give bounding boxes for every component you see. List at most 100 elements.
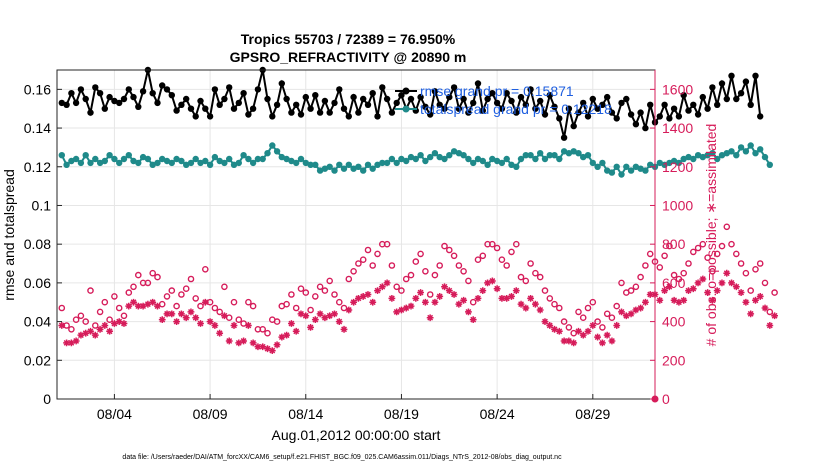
series-point bbox=[226, 84, 233, 91]
series-point bbox=[125, 86, 132, 93]
series-point bbox=[106, 93, 113, 101]
right-axis: 0 200 400 600 800 1000 1200 1400 1600 bbox=[650, 70, 693, 407]
series-point bbox=[589, 95, 596, 103]
legend-spread-label: totalspread grand pr = 0.12218 bbox=[420, 101, 612, 117]
assimilated-obs-point bbox=[144, 300, 152, 308]
assimilated-obs-point bbox=[221, 312, 228, 320]
series-point bbox=[470, 159, 477, 167]
series-point bbox=[680, 92, 687, 99]
series-point bbox=[226, 155, 233, 163]
y2-tick-label: 1600 bbox=[662, 81, 693, 97]
series-point bbox=[206, 113, 214, 120]
assimilated-obs-point bbox=[436, 293, 444, 300]
series-point bbox=[293, 159, 300, 167]
legend-rmse-label: rmse grand pr = 0.15871 bbox=[420, 83, 574, 99]
assimilated-obs-point bbox=[426, 314, 434, 322]
series-point bbox=[326, 109, 333, 116]
x-tick-label: 08/24 bbox=[480, 406, 515, 422]
series-point bbox=[704, 152, 711, 159]
series-point bbox=[92, 84, 99, 91]
series-point bbox=[249, 159, 257, 167]
series-line bbox=[58, 142, 773, 178]
series-point bbox=[498, 159, 506, 167]
assimilated-obs-point bbox=[345, 306, 353, 314]
series-point bbox=[733, 95, 740, 103]
assimilated-obs-point bbox=[637, 304, 645, 312]
possible-obs-point bbox=[77, 312, 85, 320]
assimilated-obs-point bbox=[493, 285, 501, 293]
series-point bbox=[173, 155, 180, 163]
assimilated-obs-point bbox=[393, 308, 401, 316]
series-point bbox=[642, 124, 649, 132]
series-point bbox=[541, 155, 549, 163]
assimilated-obs-point bbox=[398, 306, 405, 314]
series-layer bbox=[58, 66, 778, 355]
possible-obs-point bbox=[134, 271, 142, 279]
possible-obs-point bbox=[603, 310, 611, 318]
assimilated-obs-point bbox=[709, 296, 716, 304]
assimilated-obs-point bbox=[565, 337, 573, 345]
possible-obs-point bbox=[326, 277, 334, 285]
possible-obs-point bbox=[584, 304, 592, 312]
assimilated-obs-point bbox=[508, 293, 515, 300]
series-point bbox=[417, 152, 424, 159]
series-point bbox=[728, 148, 735, 155]
series-point bbox=[427, 111, 434, 118]
possible-obs-point bbox=[565, 324, 573, 331]
x-tick-label: 08/19 bbox=[384, 406, 419, 422]
series-point bbox=[206, 161, 214, 168]
series-point bbox=[551, 103, 558, 111]
series-point bbox=[163, 86, 171, 93]
series-point bbox=[230, 161, 238, 168]
series-point bbox=[560, 148, 568, 155]
possible-obs-point bbox=[527, 260, 534, 267]
assimilated-obs-point bbox=[747, 310, 755, 318]
series-point bbox=[197, 97, 204, 105]
assimilated-obs-point bbox=[72, 337, 80, 345]
possible-obs-point bbox=[417, 250, 424, 258]
series-point bbox=[604, 93, 611, 101]
series-point bbox=[608, 169, 616, 176]
series-point bbox=[159, 82, 166, 89]
series-point bbox=[436, 101, 443, 109]
y-tick-label: 0.02 bbox=[24, 352, 51, 368]
possible-obs-point bbox=[532, 269, 539, 277]
series-point bbox=[766, 161, 773, 168]
possible-obs-point bbox=[402, 275, 410, 283]
series-point bbox=[699, 93, 706, 101]
series-point bbox=[465, 155, 472, 163]
assimilated-obs-point bbox=[244, 322, 252, 329]
assimilated-obs-point bbox=[546, 322, 554, 329]
possible-obs-point bbox=[369, 262, 377, 269]
y2-tick-label: 800 bbox=[662, 236, 686, 252]
possible-obs-point bbox=[221, 283, 228, 291]
possible-obs-point bbox=[111, 293, 118, 300]
assimilated-obs-point bbox=[752, 296, 759, 304]
assimilated-obs-point bbox=[579, 331, 587, 339]
possible-obs-point bbox=[249, 302, 257, 310]
possible-obs-point bbox=[302, 289, 310, 296]
assimilated-obs-point bbox=[154, 302, 161, 310]
possible-obs-point bbox=[661, 252, 668, 260]
possible-obs-point bbox=[455, 262, 463, 269]
possible-obs-point bbox=[125, 289, 133, 296]
possible-obs-point bbox=[704, 254, 711, 262]
possible-obs-point bbox=[618, 279, 625, 287]
possible-obs-point bbox=[297, 285, 305, 293]
series-point bbox=[326, 163, 333, 170]
possible-obs-point bbox=[690, 248, 697, 256]
series-point bbox=[489, 155, 496, 163]
assimilated-obs-point bbox=[182, 314, 190, 322]
possible-obs-point bbox=[517, 273, 525, 281]
series-point bbox=[747, 101, 754, 109]
series-point bbox=[269, 142, 276, 149]
series-point bbox=[532, 155, 539, 163]
series-point bbox=[546, 92, 553, 99]
series-point bbox=[584, 152, 592, 159]
assimilated-obs-point bbox=[206, 318, 214, 325]
assimilated-obs-point bbox=[240, 337, 247, 345]
assimilated-obs-point bbox=[431, 298, 439, 306]
possible-obs-point bbox=[96, 308, 104, 316]
assimilated-obs-point bbox=[111, 320, 118, 327]
series-point bbox=[474, 80, 482, 87]
